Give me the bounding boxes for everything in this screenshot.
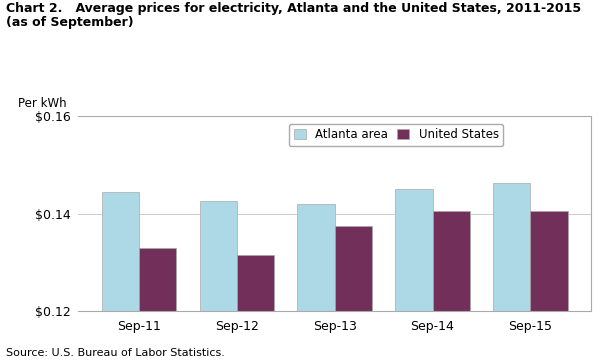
- Bar: [335, 226, 372, 362]
- Legend: Atlanta area, United States: Atlanta area, United States: [289, 124, 504, 146]
- Bar: [396, 189, 432, 362]
- Bar: [493, 183, 531, 362]
- Bar: [432, 211, 470, 362]
- Bar: [139, 248, 176, 362]
- Text: Per kWh: Per kWh: [18, 97, 67, 110]
- Text: Chart 2.   Average prices for electricity, Atlanta and the United States, 2011-2: Chart 2. Average prices for electricity,…: [6, 2, 581, 15]
- Bar: [200, 201, 237, 362]
- Bar: [531, 211, 567, 362]
- Bar: [102, 191, 139, 362]
- Text: (as of September): (as of September): [6, 16, 134, 29]
- Text: Source: U.S. Bureau of Labor Statistics.: Source: U.S. Bureau of Labor Statistics.: [6, 348, 225, 358]
- Bar: [297, 204, 335, 362]
- Bar: [237, 255, 274, 362]
